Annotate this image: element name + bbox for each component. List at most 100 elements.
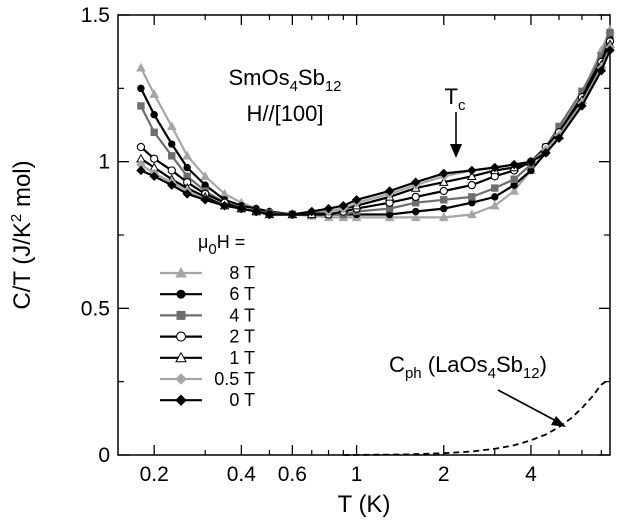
data-point — [606, 28, 614, 37]
series-0T — [136, 45, 615, 220]
data-point — [412, 207, 420, 216]
tc-arrow-head — [450, 144, 462, 158]
data-point — [166, 121, 177, 131]
data-point — [411, 192, 420, 202]
data-point — [182, 150, 193, 160]
x-tick-label: 0.2 — [140, 463, 169, 486]
phonon-curve-line — [343, 377, 611, 456]
phonon-arrow-shaft — [497, 389, 561, 424]
data-point — [410, 177, 421, 187]
data-series — [136, 24, 615, 222]
data-point — [351, 195, 362, 205]
data-point — [182, 189, 192, 199]
data-point — [338, 200, 349, 211]
legend-marker — [175, 394, 187, 406]
data-point — [137, 84, 145, 93]
data-point — [510, 175, 518, 183]
data-point — [384, 186, 395, 196]
x-tick-label: 2 — [438, 463, 450, 486]
data-point — [251, 206, 261, 217]
legend-marker — [175, 373, 187, 385]
data-point — [491, 193, 499, 201]
legend-marker — [176, 289, 186, 299]
legend-label: 4 T — [229, 305, 255, 325]
x-axis: 0.2 0.4 0.6 1 2 4 — [140, 15, 602, 486]
data-point — [136, 142, 146, 152]
data-point — [323, 203, 334, 214]
data-point — [167, 180, 177, 190]
phonon-curve — [343, 377, 611, 456]
legend-label: 0 T — [229, 390, 255, 410]
series-4T — [137, 28, 614, 219]
data-point — [168, 152, 176, 160]
data-point — [467, 165, 477, 176]
data-point — [438, 212, 449, 222]
data-point — [541, 148, 551, 158]
legend-label: 2 T — [229, 327, 255, 347]
data-point — [149, 89, 160, 98]
data-point — [236, 203, 247, 214]
legend-marker — [175, 351, 187, 363]
data-point — [410, 212, 421, 222]
data-point — [439, 168, 449, 179]
phonon-annotation: Cph (LaOs4Sb12) — [389, 352, 547, 382]
data-point — [136, 62, 146, 72]
field-direction-annotation: H//[100] — [246, 101, 323, 126]
data-point — [440, 196, 448, 204]
y-axis: 0 0.5 1 1.5 — [81, 4, 610, 467]
legend-marker — [175, 331, 187, 342]
legend-label: 0.5 T — [214, 369, 255, 389]
y-axis-title: C/T (J/K2 mol) — [8, 160, 36, 309]
data-point — [438, 177, 449, 186]
data-point — [509, 185, 519, 195]
data-point — [287, 209, 298, 220]
y-tick-label: 1.5 — [81, 4, 110, 27]
data-point — [466, 171, 477, 181]
data-point — [200, 171, 211, 181]
x-tick-label: 0.4 — [227, 463, 257, 486]
plot-border — [117, 14, 611, 456]
x-tick-label: 4 — [525, 463, 537, 486]
data-point — [183, 163, 191, 172]
data-point — [468, 193, 476, 201]
data-point — [509, 159, 519, 170]
legend-title: μ0H = — [198, 232, 245, 258]
data-point — [596, 66, 607, 76]
data-point — [605, 45, 615, 55]
legend-label: 1 T — [229, 348, 255, 368]
data-point — [219, 200, 230, 211]
data-point — [526, 156, 536, 167]
series-line — [139, 32, 612, 216]
data-point — [150, 111, 158, 119]
data-point — [264, 209, 275, 220]
data-point — [440, 204, 448, 213]
data-point — [137, 102, 145, 110]
data-point — [466, 209, 477, 219]
series-line — [139, 38, 612, 216]
legend-marker — [176, 310, 186, 320]
data-point — [554, 133, 564, 143]
legend-marker — [175, 266, 187, 278]
legend: μ0H = 8 T6 T4 T2 T1 T0.5 T0 T — [160, 232, 255, 410]
series-6T — [137, 34, 614, 219]
tc-arrow — [450, 112, 462, 158]
plot-frame — [117, 14, 611, 456]
data-point — [136, 165, 146, 176]
data-point — [149, 171, 159, 182]
data-point — [167, 166, 176, 175]
data-point — [168, 140, 176, 148]
tc-annotation: Tc — [445, 84, 466, 114]
legend-label: 6 T — [229, 284, 255, 304]
data-point — [307, 206, 317, 217]
data-point — [490, 162, 500, 173]
phonon-arrow — [497, 389, 566, 427]
data-point — [491, 184, 499, 192]
compound-annotation: SmOs4Sb12 — [228, 65, 341, 95]
x-axis-title: T (K) — [338, 491, 391, 518]
data-point — [150, 128, 158, 137]
data-point — [467, 180, 476, 190]
data-point — [200, 195, 210, 205]
legend-label: 8 T — [229, 263, 255, 283]
y-tick-label: 0 — [98, 444, 110, 467]
y-tick-label: 1 — [98, 151, 110, 174]
